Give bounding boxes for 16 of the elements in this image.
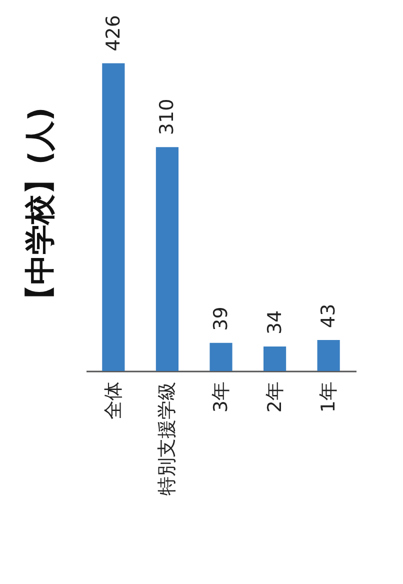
text: 【中学校】(人) [23,107,58,315]
data-label: 39 [210,306,232,331]
bar [317,340,340,371]
bar [263,346,286,371]
data-label: 34 [264,310,286,334]
bar [210,342,232,371]
bar [156,147,179,371]
x-tick-label: 2年 [264,382,286,413]
data-label: 310 [156,98,178,136]
x-tick-label: 1年 [318,382,340,413]
data-label: 426 [102,15,124,52]
data-label: 43 [318,304,340,328]
x-tick-label: 全体 [102,382,124,420]
x-tick-label: 特別支援学級 [156,382,178,496]
x-tick-label: 3年 [210,382,232,413]
bar [102,63,125,371]
